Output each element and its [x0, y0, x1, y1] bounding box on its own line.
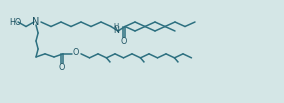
- Text: HO: HO: [9, 18, 21, 26]
- Text: O: O: [59, 63, 65, 72]
- Text: H: H: [113, 23, 119, 29]
- Text: O: O: [121, 37, 127, 46]
- Text: N: N: [113, 26, 119, 35]
- Text: O: O: [73, 48, 79, 57]
- Text: N: N: [32, 17, 40, 27]
